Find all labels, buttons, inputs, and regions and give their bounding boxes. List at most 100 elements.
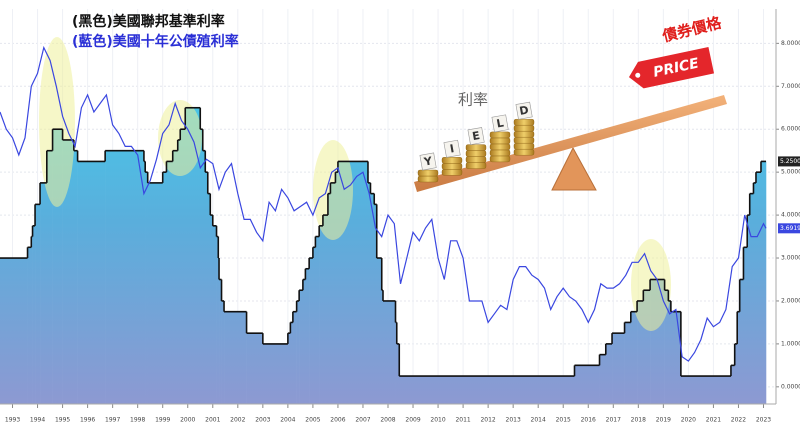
highlight	[631, 239, 671, 331]
coin	[513, 142, 535, 150]
coin	[489, 131, 511, 139]
rate-area	[290, 322, 294, 404]
y-tick-label: 4.0000	[781, 212, 800, 219]
x-tick-label: 2000	[180, 417, 195, 424]
x-tick-label: 1995	[55, 417, 70, 424]
letter-tile	[443, 139, 461, 158]
rate-area	[216, 236, 219, 404]
coin	[441, 163, 463, 170]
x-tick-label: 2003	[255, 417, 270, 424]
rate-area	[755, 172, 762, 404]
coin	[489, 155, 511, 163]
rate-area	[381, 290, 384, 404]
rate-area	[668, 300, 672, 404]
rate-area	[27, 247, 32, 404]
rate-area	[680, 376, 732, 404]
letter-tile	[467, 127, 485, 146]
rate-area	[292, 311, 297, 404]
rate-area	[177, 139, 181, 404]
coin	[513, 130, 535, 138]
coin	[417, 169, 439, 177]
rate-area	[147, 182, 164, 404]
rate-area	[630, 311, 638, 404]
rate-area	[599, 354, 607, 404]
rate-area	[62, 139, 75, 404]
x-tick-label: 1993	[5, 417, 20, 424]
x-tick-label: 2013	[506, 417, 521, 424]
coin	[489, 137, 511, 145]
rate-area	[612, 333, 625, 404]
y-tick-label: 6.0000	[781, 126, 800, 133]
rate-area	[643, 290, 651, 404]
rate-area	[246, 333, 264, 404]
x-tick-label: 1999	[155, 417, 170, 424]
rate-area	[143, 161, 146, 404]
rate-area	[574, 365, 600, 404]
x-tick-label: 2007	[355, 417, 370, 424]
coin	[465, 150, 487, 157]
rate-area	[262, 343, 289, 404]
coin-letter: E	[471, 129, 481, 143]
legend-entry: (藍色)美國十年公債殖利率	[72, 33, 239, 50]
coin-letter: Y	[422, 154, 434, 169]
end-label: 5.2500	[780, 158, 800, 165]
rate-area	[670, 311, 682, 404]
rate-area	[180, 129, 186, 404]
rate-area	[200, 129, 204, 404]
coin-letter: I	[449, 142, 455, 156]
x-tick-label: 2015	[556, 417, 571, 424]
x-tick-label: 2011	[455, 417, 470, 424]
x-tick-label: 2018	[631, 417, 646, 424]
rate-area	[739, 279, 744, 404]
highlight	[39, 37, 75, 207]
y-tick-label: 5.0000	[781, 169, 800, 176]
coin	[417, 175, 439, 183]
rate-area	[753, 182, 757, 404]
rate-area	[734, 343, 738, 404]
rate-area	[77, 161, 106, 404]
y-tick-label: 0.0000	[781, 383, 800, 390]
coin	[465, 156, 487, 163]
y-tick-label: 2.0000	[781, 297, 800, 304]
x-tick-label: 2023	[756, 417, 771, 424]
coin	[513, 148, 535, 156]
coin	[489, 143, 511, 151]
rate-area	[330, 182, 336, 404]
axes: 0.0000 1.0000 2.0000 3.0000 4.0000 5.0000 6.00…	[0, 9, 800, 424]
yield-line	[0, 45, 767, 362]
rate-area	[395, 322, 398, 404]
rate-area	[166, 161, 174, 404]
coin-letter: L	[496, 116, 505, 130]
end-label-box	[778, 156, 800, 167]
letter-tile	[491, 114, 509, 133]
x-tick-label: 2017	[606, 417, 621, 424]
legend-entry: (黑色)美國聯邦基準利率	[72, 13, 225, 30]
highlight	[313, 140, 353, 240]
end-label-box	[778, 223, 800, 234]
rate-area	[52, 129, 63, 404]
rate-area	[207, 193, 211, 404]
rate-area	[749, 193, 754, 404]
rate-area	[315, 236, 320, 404]
rate-area	[205, 172, 209, 404]
plank	[414, 95, 727, 192]
rate-area	[327, 193, 331, 404]
rate-area	[73, 150, 78, 404]
rate-area	[296, 300, 300, 404]
rate-area	[367, 182, 371, 404]
tag-hole	[635, 72, 641, 78]
x-tick-label: 2008	[380, 417, 395, 424]
x-tick-label: 2001	[205, 417, 220, 424]
y-tick-label: 8.0000	[781, 40, 800, 47]
x-tick-label: 2012	[480, 417, 495, 424]
y-tick-label: 3.0000	[781, 255, 800, 262]
rate-area	[299, 290, 304, 404]
x-tick-label: 2004	[280, 417, 295, 424]
rate-area	[172, 150, 179, 404]
x-tick-label: 1998	[130, 417, 145, 424]
rate-area	[35, 204, 41, 404]
letter-tile	[515, 101, 533, 120]
rate-area	[212, 225, 217, 404]
rate-area	[730, 365, 735, 404]
coin	[465, 144, 487, 151]
